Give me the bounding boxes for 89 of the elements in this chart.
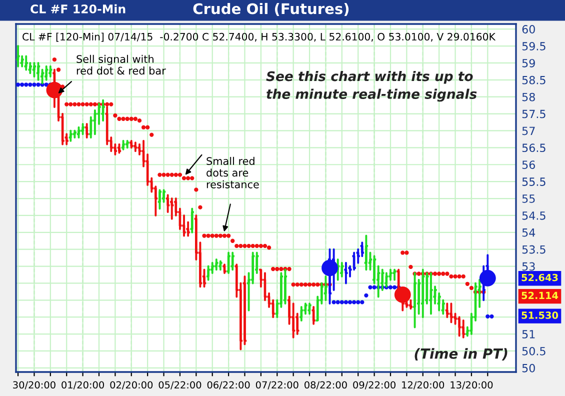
- x-tick-label: 30/20:00: [13, 381, 56, 390]
- y-tick-label: 55: [522, 194, 535, 203]
- annotation: Small red dots are resistance: [206, 156, 259, 188]
- candlestick: [120, 140, 126, 150]
- point: [368, 285, 372, 290]
- y-tick-label: 53: [522, 262, 535, 271]
- candlestick: [460, 320, 466, 338]
- candlestick: [80, 122, 86, 136]
- y-tick-label: 53.5: [522, 245, 546, 254]
- point: [486, 314, 490, 319]
- candlestick: [72, 130, 78, 138]
- y-tick-label: 57.5: [522, 110, 546, 118]
- point: [348, 300, 352, 304]
- candlestick: [116, 143, 122, 154]
- y-tick-label: 57: [522, 126, 535, 136]
- point: [36, 82, 40, 87]
- candlestick: [169, 198, 175, 220]
- candlestick: [363, 234, 369, 271]
- candlestick: [456, 316, 462, 337]
- y-tick-label: 54: [522, 228, 536, 237]
- y-tick-label: 56: [522, 160, 535, 170]
- candlestick: [384, 272, 390, 288]
- text: 51.530: [522, 312, 558, 319]
- y-tick-label: 58: [522, 92, 535, 102]
- y-tick-label: 56.5: [522, 144, 546, 152]
- candlestick: [35, 62, 42, 81]
- text: 52.114: [522, 292, 558, 300]
- point: [28, 82, 32, 87]
- y-tick-label: 54.5: [522, 212, 546, 220]
- candlestick: [76, 126, 82, 138]
- text: CL #F [120-Min] 07/14/15 -0.2700 C 52.7400, H 53.3300, L 52.6100, O 53.0100, V 29.0160K: [22, 32, 496, 42]
- point: [356, 300, 360, 304]
- candlestick: [189, 208, 195, 234]
- candlestick: [31, 62, 38, 78]
- y-tick-label: 51: [522, 330, 535, 338]
- point: [336, 300, 340, 304]
- x-tick-label: 07/22:00: [256, 381, 298, 390]
- x-tick-label: 02/20:00: [110, 381, 153, 390]
- point: [392, 285, 397, 290]
- x-tick-label: 09/22:00: [353, 381, 396, 390]
- candlestick: [128, 140, 134, 149]
- candlestick: [156, 189, 163, 210]
- candlestick: [124, 140, 130, 149]
- text: 52.643: [522, 274, 558, 282]
- y-tick-label: 50.5: [522, 346, 546, 356]
- candlestick: [206, 265, 212, 281]
- candlestick: [392, 268, 398, 281]
- candlestick: [448, 302, 454, 324]
- candlestick: [298, 306, 304, 322]
- candlestick: [282, 268, 288, 305]
- candlestick: [339, 262, 345, 278]
- annotation: (Time in PT): [414, 348, 508, 361]
- x-tick-label: 08/22:00: [304, 381, 347, 390]
- point: [20, 82, 24, 87]
- x-tick-label: 13/20:00: [450, 381, 493, 390]
- candlestick: [44, 65, 50, 81]
- point: [352, 300, 356, 304]
- point: [490, 314, 494, 319]
- point: [332, 300, 336, 304]
- point: [32, 82, 36, 87]
- point: [44, 82, 48, 87]
- chart-title: Crude Oil (Futures): [193, 2, 349, 16]
- point: [372, 285, 376, 290]
- candlestick: [68, 130, 74, 142]
- x-tick-label: 12/20:00: [402, 381, 444, 390]
- point: [388, 285, 393, 290]
- x-tick-label: 05/22:00: [158, 381, 202, 390]
- candlestick: [230, 252, 236, 271]
- y-tick-label: 55.5: [522, 178, 546, 186]
- point: [16, 82, 20, 87]
- point: [344, 300, 348, 304]
- point: [364, 293, 368, 298]
- candlestick: [84, 122, 90, 138]
- y-tick-label: 60: [522, 25, 535, 34]
- y-tick-label: 58.5: [522, 76, 546, 84]
- candlestick: [132, 142, 138, 152]
- candlestick: [23, 55, 29, 71]
- y-tick-label: 50: [522, 364, 535, 372]
- y-tick-label: 59.5: [522, 42, 546, 50]
- y-tick-label: 59: [522, 58, 535, 68]
- point: [360, 300, 364, 304]
- annotation: See this chart with its up to the minute real-time signals: [266, 70, 477, 102]
- point: [24, 82, 28, 87]
- text: CL #F 120-Min: [30, 4, 126, 14]
- x-tick-label: 06/22:00: [207, 381, 250, 390]
- annotation: Sell signal with red dot & red bar: [76, 54, 166, 75]
- point: [340, 300, 344, 304]
- candlestick: [214, 258, 220, 271]
- x-tick-label: 01/20:00: [62, 381, 104, 390]
